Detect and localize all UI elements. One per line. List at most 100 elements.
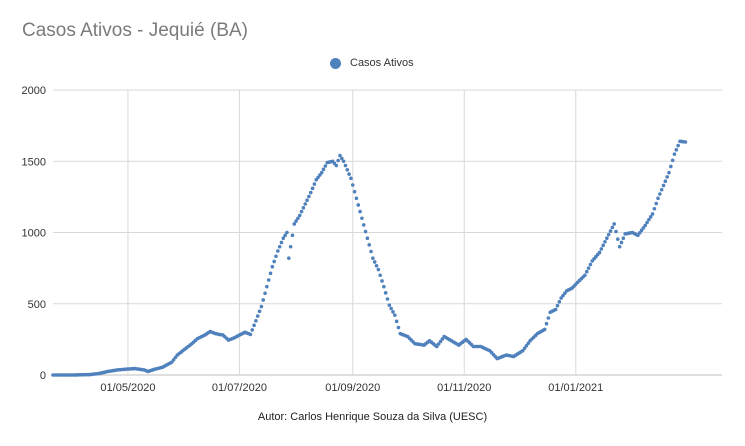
data-point-2020-09-20 (385, 297, 390, 301)
data-point-2020-09-21 (387, 303, 392, 307)
data-point-2020-08-09 (308, 190, 313, 195)
data-point-2020-09-18 (382, 284, 386, 289)
data-point-2020-09-14 (374, 263, 379, 268)
x-tick-label-0: 01/05/2020 (100, 382, 155, 394)
data-point-2020-09-12 (371, 256, 375, 260)
data-point-2020-12-17 (546, 316, 551, 320)
data-point-2020-09-23 (391, 310, 395, 314)
data-point-2021-02-26 (676, 143, 680, 148)
data-point-2020-08-02 (296, 216, 300, 221)
data-point-2021-02-25 (674, 148, 679, 152)
data-point-2020-07-27 (285, 230, 289, 235)
data-point-2020-07-16 (265, 284, 269, 289)
data-point-2021-02-04 (636, 233, 640, 238)
data-point-2020-10-17 (435, 344, 439, 349)
data-point-2021-02-13 (652, 206, 657, 211)
data-point-2020-09-25 (394, 319, 399, 324)
data-point-2020-09-26 (396, 325, 401, 330)
x-tick-label-4: 01/01/2021 (548, 382, 603, 394)
data-point-2020-09-05 (358, 209, 362, 214)
data-point-2020-12-21 (553, 307, 558, 312)
data-point-2020-07-13 (259, 304, 264, 309)
data-point-2020-08-26 (340, 156, 344, 161)
data-point-2021-02-10 (647, 217, 651, 222)
data-point-2021-02-15 (656, 196, 660, 201)
data-point-2021-02-24 (672, 152, 677, 156)
data-point-2021-02-09 (645, 220, 649, 225)
data-point-2021-02-22 (669, 164, 673, 169)
data-point-2020-07-21 (274, 254, 278, 259)
data-point-2020-07-17 (266, 278, 271, 282)
data-point-2020-08-08 (307, 194, 311, 199)
data-point-2021-01-22 (612, 222, 616, 226)
data-point-2020-09-10 (367, 243, 372, 247)
data-point-2020-07-30 (290, 233, 295, 238)
data-point-2021-01-15 (599, 247, 604, 251)
data-point-2020-09-04 (356, 203, 361, 207)
data-point-2020-12-06 (526, 341, 531, 346)
data-point-2020-09-07 (361, 223, 366, 227)
data-points (51, 139, 688, 377)
data-point-2020-09-22 (389, 306, 393, 311)
x-axis-ticks: 01/05/2020 01/07/2020 01/09/2020 01/11/2020… (100, 382, 603, 394)
y-tick-label-1000: 1000 (22, 228, 46, 240)
data-point-2021-01-07 (584, 269, 589, 274)
data-point-2021-01-27 (621, 236, 626, 240)
data-point-2020-08-10 (310, 186, 315, 191)
data-point-2021-01-26 (619, 240, 624, 245)
data-point-2020-08-17 (323, 164, 328, 168)
gridlines (53, 89, 722, 376)
data-point-2021-02-16 (658, 192, 662, 196)
data-point-2020-07-19 (270, 264, 275, 269)
data-point-2021-01-24 (616, 237, 620, 241)
data-point-2020-09-02 (352, 189, 357, 194)
data-point-2020-12-03 (520, 348, 525, 353)
data-point-2021-01-20 (608, 229, 613, 233)
data-point-2020-09-03 (354, 196, 359, 201)
data-point-2020-07-28 (287, 256, 291, 260)
data-point-2020-08-25 (338, 153, 342, 158)
data-point-2020-07-07 (248, 332, 253, 337)
data-point-2020-07-09 (252, 323, 256, 328)
data-point-2020-09-24 (393, 313, 397, 317)
x-tick-label-3: 01/11/2020 (437, 382, 491, 394)
data-point-2020-09-15 (376, 267, 381, 272)
data-point-2020-08-01 (294, 219, 298, 223)
x-tick-label-1: 01/07/2020 (212, 382, 267, 394)
data-point-2020-08-28 (343, 163, 348, 168)
data-point-2020-07-15 (263, 291, 267, 296)
data-point-2020-08-05 (301, 206, 306, 210)
data-point-2021-02-21 (667, 170, 671, 175)
data-point-2020-08-03 (297, 213, 302, 218)
data-point-2020-07-26 (283, 233, 287, 238)
data-point-2021-01-16 (601, 243, 605, 248)
data-point-2021-02-06 (639, 228, 644, 233)
data-point-2021-01-09 (588, 262, 593, 267)
data-point-2021-01-14 (597, 250, 602, 255)
data-point-2021-02-20 (665, 175, 669, 179)
data-point-2020-09-11 (369, 249, 373, 254)
y-tick-label-2000: 2000 (22, 85, 46, 97)
data-point-2020-07-12 (257, 309, 262, 314)
data-point-2020-08-15 (319, 170, 324, 175)
data-point-2021-02-14 (654, 201, 658, 206)
data-point-2020-12-16 (544, 321, 549, 326)
data-point-2020-09-08 (363, 229, 368, 234)
data-point-2020-07-23 (277, 244, 282, 249)
data-point-2020-07-14 (261, 298, 266, 302)
data-point-2021-01-21 (610, 225, 615, 230)
data-point-2021-02-08 (643, 223, 648, 228)
data-point-2020-07-24 (279, 240, 284, 245)
legend: Casos Ativos (330, 55, 414, 71)
data-point-2020-09-16 (378, 273, 382, 278)
data-point-2020-09-01 (350, 183, 355, 187)
data-point-2020-08-31 (349, 176, 353, 181)
data-point-2020-10-18 (436, 342, 441, 346)
y-tick-label-1500: 1500 (22, 156, 46, 168)
data-point-2020-07-22 (276, 249, 280, 253)
data-point-2020-08-27 (341, 159, 346, 164)
data-point-2020-10-20 (440, 337, 445, 341)
data-point-2021-03-02 (683, 140, 688, 144)
data-point-2020-07-10 (254, 319, 258, 323)
data-point-2020-08-23 (334, 163, 339, 168)
